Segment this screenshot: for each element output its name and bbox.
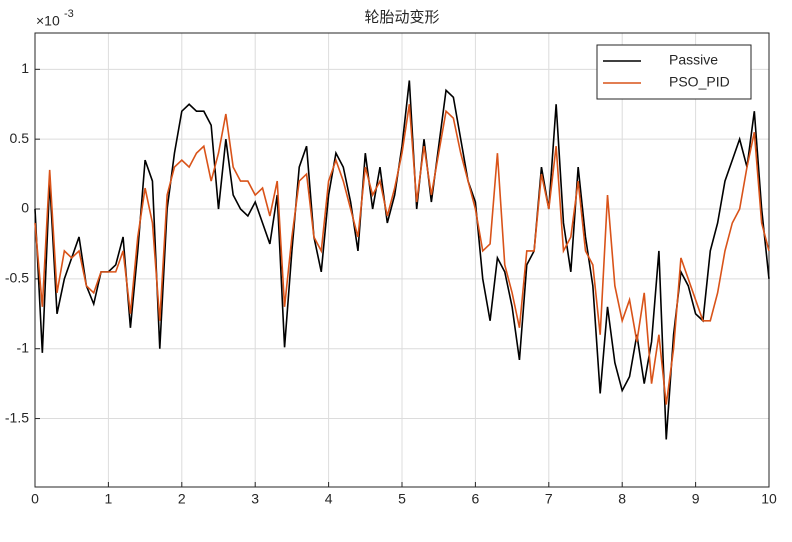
x-tick-label: 2 bbox=[178, 491, 186, 507]
x-tick-label: 10 bbox=[761, 491, 777, 507]
x-tick-label: 5 bbox=[398, 491, 406, 507]
y-tick-label: 0.5 bbox=[10, 130, 30, 146]
x-tick-label: 0 bbox=[31, 491, 39, 507]
legend-label: PSO_PID bbox=[669, 74, 730, 90]
y-multiplier-exponent: -3 bbox=[64, 8, 74, 20]
y-tick-label: 1 bbox=[21, 60, 29, 76]
x-tick-label: 4 bbox=[325, 491, 333, 507]
y-tick-label: -0.5 bbox=[5, 270, 29, 286]
y-tick-label: 0 bbox=[21, 200, 29, 216]
chart-title: 轮胎动变形 bbox=[364, 9, 439, 26]
x-tick-label: 9 bbox=[692, 491, 700, 507]
series-line bbox=[34, 104, 770, 405]
x-tick-label: 8 bbox=[618, 491, 626, 507]
x-tick-label: 7 bbox=[545, 491, 553, 507]
legend-box bbox=[596, 44, 752, 100]
x-tick-label: 6 bbox=[472, 491, 480, 507]
x-tick-label: 3 bbox=[251, 491, 259, 507]
axes-box bbox=[34, 32, 770, 488]
legend-label: Passive bbox=[669, 52, 718, 68]
y-multiplier-base: ×10 bbox=[36, 13, 60, 29]
y-tick-label: -1 bbox=[17, 339, 30, 355]
y-tick-label: -1.5 bbox=[5, 409, 29, 425]
x-tick-label: 1 bbox=[105, 491, 113, 507]
